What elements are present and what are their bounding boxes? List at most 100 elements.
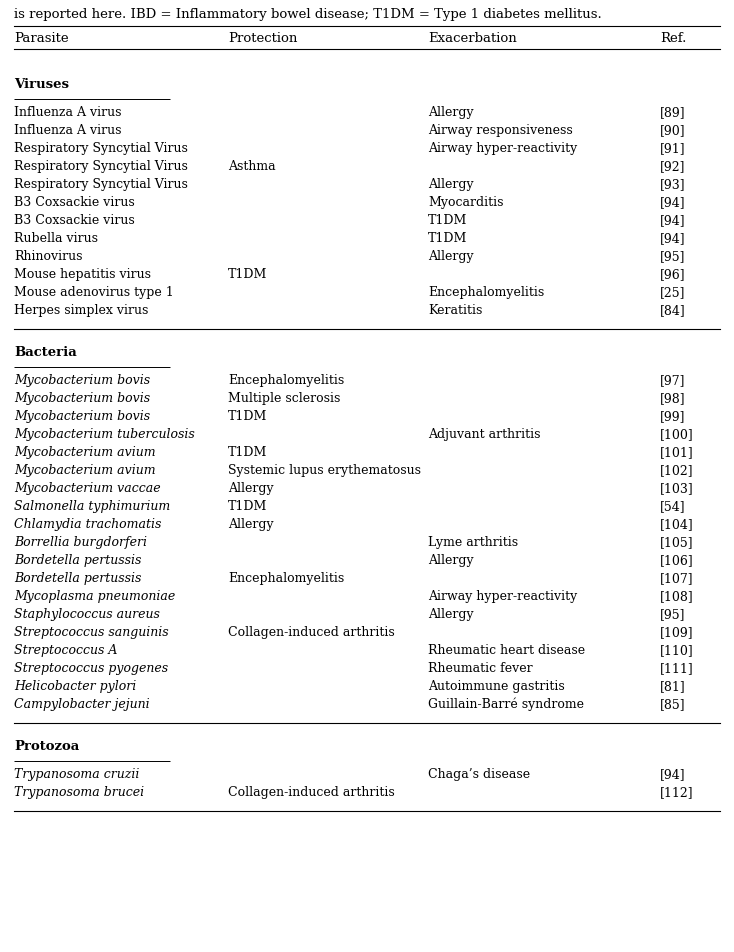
Text: Airway hyper-reactivity: Airway hyper-reactivity (428, 142, 577, 155)
Text: Collagen-induced arthritis: Collagen-induced arthritis (228, 785, 395, 798)
Text: Mouse hepatitis virus: Mouse hepatitis virus (14, 268, 151, 281)
Text: Rubella virus: Rubella virus (14, 231, 98, 245)
Text: Trypanosoma brucei: Trypanosoma brucei (14, 785, 144, 798)
Text: [91]: [91] (660, 142, 686, 155)
Text: [95]: [95] (660, 607, 686, 621)
Text: Rhinovirus: Rhinovirus (14, 249, 82, 263)
Text: Allergy: Allergy (428, 607, 473, 621)
Text: Allergy: Allergy (428, 249, 473, 263)
Text: Guillain-Barré syndrome: Guillain-Barré syndrome (428, 697, 584, 711)
Text: [81]: [81] (660, 680, 686, 692)
Text: B3 Coxsackie virus: B3 Coxsackie virus (14, 214, 135, 227)
Text: [99]: [99] (660, 409, 686, 423)
Text: Staphylococcus aureus: Staphylococcus aureus (14, 607, 160, 621)
Text: Bordetella pertussis: Bordetella pertussis (14, 571, 142, 585)
Text: Rheumatic fever: Rheumatic fever (428, 662, 533, 674)
Text: Airway responsiveness: Airway responsiveness (428, 124, 573, 137)
Text: Mycobacterium vaccae: Mycobacterium vaccae (14, 482, 161, 494)
Text: Myocarditis: Myocarditis (428, 196, 504, 208)
Text: Systemic lupus erythematosus: Systemic lupus erythematosus (228, 464, 421, 477)
Text: Salmonella typhimurium: Salmonella typhimurium (14, 500, 170, 512)
Text: T1DM: T1DM (428, 231, 468, 245)
Text: Influenza A virus: Influenza A virus (14, 124, 122, 137)
Text: Herpes simplex virus: Herpes simplex virus (14, 304, 148, 317)
Text: Allergy: Allergy (428, 553, 473, 566)
Text: Ref.: Ref. (660, 32, 686, 45)
Text: T1DM: T1DM (228, 409, 267, 423)
Text: Respiratory Syncytial Virus: Respiratory Syncytial Virus (14, 160, 188, 173)
Text: [90]: [90] (660, 124, 686, 137)
Text: Mouse adenovirus type 1: Mouse adenovirus type 1 (14, 286, 174, 299)
Text: Mycobacterium tuberculosis: Mycobacterium tuberculosis (14, 427, 195, 441)
Text: [101]: [101] (660, 446, 694, 459)
Text: Viruses: Viruses (14, 78, 69, 90)
Text: [93]: [93] (660, 178, 686, 190)
Text: Parasite: Parasite (14, 32, 68, 45)
Text: [94]: [94] (660, 231, 686, 245)
Text: is reported here. IBD = Inflammatory bowel disease; T1DM = Type 1 diabetes melli: is reported here. IBD = Inflammatory bow… (14, 8, 602, 21)
Text: [54]: [54] (660, 500, 686, 512)
Text: Mycobacterium bovis: Mycobacterium bovis (14, 391, 150, 405)
Text: Allergy: Allergy (228, 482, 274, 494)
Text: T1DM: T1DM (428, 214, 468, 227)
Text: Lyme arthritis: Lyme arthritis (428, 535, 518, 548)
Text: Adjuvant arthritis: Adjuvant arthritis (428, 427, 540, 441)
Text: B3 Coxsackie virus: B3 Coxsackie virus (14, 196, 135, 208)
Text: [85]: [85] (660, 697, 686, 710)
Text: [106]: [106] (660, 553, 694, 566)
Text: Allergy: Allergy (228, 518, 274, 530)
Text: Chaga’s disease: Chaga’s disease (428, 767, 530, 781)
Text: Chlamydia trachomatis: Chlamydia trachomatis (14, 518, 161, 530)
Text: Borrellia burgdorferi: Borrellia burgdorferi (14, 535, 147, 548)
Text: Autoimmune gastritis: Autoimmune gastritis (428, 680, 564, 692)
Text: Encephalomyelitis: Encephalomyelitis (228, 373, 344, 387)
Text: [84]: [84] (660, 304, 686, 317)
Text: [107]: [107] (660, 571, 694, 585)
Text: Exacerbation: Exacerbation (428, 32, 517, 45)
Text: [97]: [97] (660, 373, 686, 387)
Text: Bordetella pertussis: Bordetella pertussis (14, 553, 142, 566)
Text: [92]: [92] (660, 160, 686, 173)
Text: Keratitis: Keratitis (428, 304, 482, 317)
Text: Protozoa: Protozoa (14, 739, 79, 752)
Text: Streptococcus A: Streptococcus A (14, 644, 117, 656)
Text: T1DM: T1DM (228, 500, 267, 512)
Text: [98]: [98] (660, 391, 686, 405)
Text: [105]: [105] (660, 535, 694, 548)
Text: [96]: [96] (660, 268, 686, 281)
Text: Respiratory Syncytial Virus: Respiratory Syncytial Virus (14, 142, 188, 155)
Text: Encephalomyelitis: Encephalomyelitis (228, 571, 344, 585)
Text: [94]: [94] (660, 214, 686, 227)
Text: Allergy: Allergy (428, 178, 473, 190)
Text: [89]: [89] (660, 106, 686, 119)
Text: [104]: [104] (660, 518, 694, 530)
Text: [108]: [108] (660, 589, 694, 603)
Text: Bacteria: Bacteria (14, 346, 77, 359)
Text: Protection: Protection (228, 32, 297, 45)
Text: T1DM: T1DM (228, 446, 267, 459)
Text: [25]: [25] (660, 286, 686, 299)
Text: Airway hyper-reactivity: Airway hyper-reactivity (428, 589, 577, 603)
Text: [94]: [94] (660, 196, 686, 208)
Text: Asthma: Asthma (228, 160, 276, 173)
Text: Helicobacter pylori: Helicobacter pylori (14, 680, 137, 692)
Text: [100]: [100] (660, 427, 694, 441)
Text: T1DM: T1DM (228, 268, 267, 281)
Text: Streptococcus sanguinis: Streptococcus sanguinis (14, 625, 169, 639)
Text: [110]: [110] (660, 644, 694, 656)
Text: Allergy: Allergy (428, 106, 473, 119)
Text: [103]: [103] (660, 482, 694, 494)
Text: Multiple sclerosis: Multiple sclerosis (228, 391, 341, 405)
Text: Collagen-induced arthritis: Collagen-induced arthritis (228, 625, 395, 639)
Text: Campylobacter jejuni: Campylobacter jejuni (14, 697, 150, 710)
Text: Streptococcus pyogenes: Streptococcus pyogenes (14, 662, 168, 674)
Text: [111]: [111] (660, 662, 694, 674)
Text: [102]: [102] (660, 464, 694, 477)
Text: Mycobacterium bovis: Mycobacterium bovis (14, 409, 150, 423)
Text: Influenza A virus: Influenza A virus (14, 106, 122, 119)
Text: Trypanosoma cruzii: Trypanosoma cruzii (14, 767, 139, 781)
Text: Mycoplasma pneumoniae: Mycoplasma pneumoniae (14, 589, 175, 603)
Text: [94]: [94] (660, 767, 686, 781)
Text: Encephalomyelitis: Encephalomyelitis (428, 286, 544, 299)
Text: [95]: [95] (660, 249, 686, 263)
